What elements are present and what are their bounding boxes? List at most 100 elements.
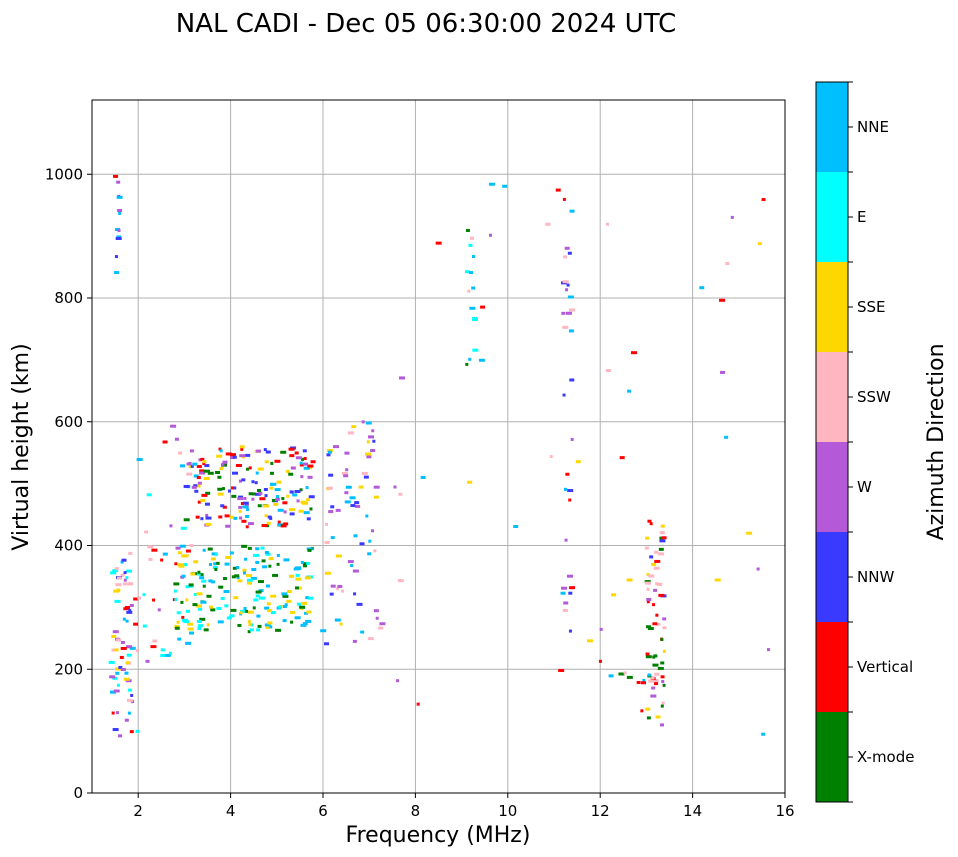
echo-point — [268, 564, 272, 568]
echo-point — [204, 464, 210, 468]
echo-point — [113, 589, 120, 593]
echo-point — [256, 614, 261, 618]
echo-point — [276, 553, 280, 557]
echo-point — [471, 286, 476, 290]
echo-point — [251, 492, 256, 496]
echo-point — [558, 668, 565, 672]
echo-point — [255, 547, 260, 551]
echo-point — [194, 489, 199, 493]
echo-point — [117, 209, 123, 213]
echo-point — [116, 576, 122, 580]
echo-point — [344, 451, 350, 455]
echo-point — [255, 590, 262, 594]
echo-point — [568, 498, 572, 502]
echo-point — [555, 188, 561, 192]
echo-point — [196, 464, 202, 468]
echo-point — [586, 639, 593, 643]
echo-point — [229, 551, 234, 555]
echo-point — [282, 501, 288, 505]
echo-point — [222, 505, 227, 509]
echo-point — [651, 686, 656, 690]
echo-point — [264, 606, 270, 610]
echo-point — [659, 539, 666, 543]
echo-point — [648, 574, 655, 578]
echo-point — [366, 440, 370, 444]
echo-point — [190, 572, 196, 576]
echo-point — [237, 623, 242, 627]
echo-point — [350, 564, 354, 568]
echo-point — [177, 637, 182, 641]
echo-point — [746, 531, 753, 535]
echo-point — [276, 480, 282, 484]
echo-point — [277, 520, 281, 524]
echo-point — [127, 582, 134, 586]
echo-point — [598, 659, 602, 663]
echo-point — [472, 348, 479, 352]
echo-point — [220, 597, 225, 601]
echo-point — [561, 586, 568, 590]
echo-point — [179, 544, 186, 548]
echo-point — [257, 580, 264, 584]
echo-point — [123, 607, 130, 611]
echo-point — [125, 576, 129, 580]
echo-point — [655, 582, 660, 586]
echo-point — [465, 228, 470, 232]
echo-point — [190, 464, 194, 468]
echo-point — [197, 572, 202, 576]
echo-point — [569, 209, 575, 213]
echo-point — [649, 522, 653, 526]
echo-point — [562, 393, 566, 397]
echo-point — [647, 673, 651, 677]
echo-point — [117, 229, 121, 233]
echo-point — [242, 505, 249, 509]
echo-point — [280, 450, 287, 454]
echo-point — [150, 645, 157, 649]
x-tick-label: 8 — [411, 802, 421, 820]
echo-point — [286, 590, 292, 594]
echo-point — [298, 509, 304, 513]
echo-point — [646, 587, 650, 591]
echo-point — [276, 562, 280, 566]
x-tick-label: 4 — [226, 802, 236, 820]
echo-point — [128, 551, 133, 555]
echo-point — [246, 467, 250, 471]
echo-point — [229, 614, 235, 618]
echo-point — [605, 369, 611, 373]
echo-point — [116, 235, 122, 239]
colorbar-tick-label: NNE — [857, 118, 889, 136]
echo-point — [189, 449, 194, 453]
echo-point — [239, 454, 246, 458]
echo-point — [352, 569, 359, 573]
echo-point — [288, 508, 295, 512]
echo-point — [230, 456, 235, 460]
echo-point — [164, 653, 171, 657]
echo-point — [267, 621, 273, 625]
echo-point — [242, 568, 247, 572]
echo-point — [205, 513, 209, 517]
echo-point — [174, 626, 180, 630]
echo-point — [344, 491, 349, 495]
echo-point — [294, 616, 301, 620]
echo-point — [339, 622, 343, 626]
echo-point — [661, 701, 665, 705]
x-tick-label: 6 — [318, 802, 328, 820]
echo-point — [335, 508, 341, 512]
echo-point — [247, 610, 254, 614]
echo-point — [118, 734, 123, 738]
echo-point — [151, 548, 158, 552]
echo-point — [567, 251, 572, 255]
echo-point — [662, 649, 666, 653]
y-tick-label: 1000 — [45, 165, 83, 183]
echo-point — [145, 659, 150, 663]
echo-point — [270, 461, 274, 465]
echo-point — [308, 495, 315, 499]
echo-point — [333, 445, 340, 449]
echo-point — [200, 457, 205, 461]
echo-point — [123, 578, 127, 582]
echo-point — [566, 574, 573, 578]
echo-point — [203, 628, 209, 632]
echo-point — [659, 723, 664, 727]
echo-point — [205, 522, 212, 526]
echo-point — [265, 552, 271, 556]
echo-point — [296, 499, 300, 503]
